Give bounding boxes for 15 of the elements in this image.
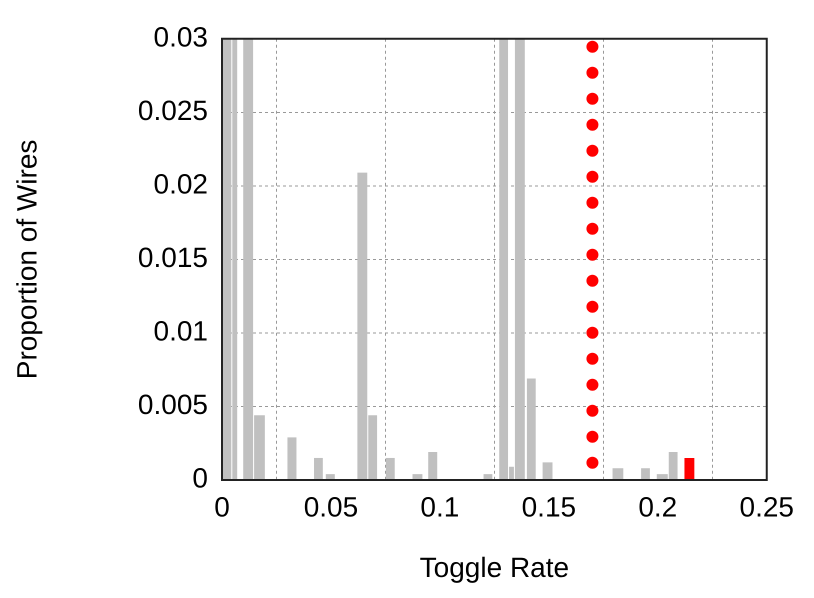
x-tick-label: 0.2: [638, 492, 678, 523]
y-tick-label: 0.02: [154, 168, 208, 200]
y-tick-label: 0.015: [138, 242, 208, 274]
y-tick-label: 0.03: [154, 22, 208, 53]
y-tick-label: 0: [192, 462, 208, 494]
x-tick-label: 0: [214, 492, 230, 523]
x-tick-label: 0.25: [740, 492, 794, 523]
x-axis-title: Toggle Rate: [420, 552, 570, 583]
x-tick-label: 0.1: [420, 492, 460, 523]
x-tick-label: 0.15: [522, 492, 576, 523]
x-tick-label: 0.05: [304, 492, 358, 523]
y-tick-label: 0.005: [138, 389, 208, 420]
y-tick-label: 0.025: [138, 95, 208, 126]
y-axis-title: Proportion of Wires: [12, 140, 43, 380]
y-tick-label: 0.01: [154, 316, 208, 347]
